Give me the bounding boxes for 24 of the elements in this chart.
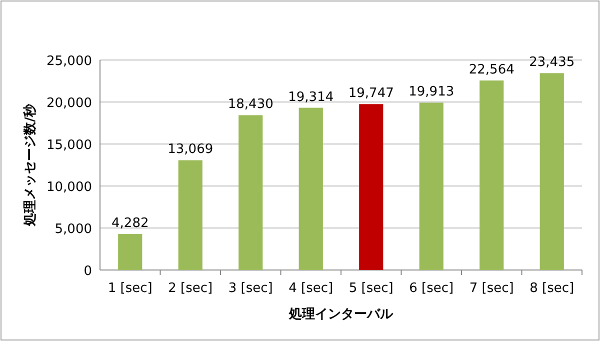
- y-tick-label: 0: [84, 264, 92, 279]
- data-label: 23,435: [529, 55, 575, 70]
- y-tick-label: 5,000: [54, 222, 92, 237]
- data-label: 13,069: [168, 142, 214, 158]
- data-label: 22,564: [468, 62, 514, 78]
- x-tick-label: 7 [sec]: [469, 281, 514, 296]
- y-tick-label: 25,000: [46, 54, 92, 69]
- y-tick-label: 15,000: [46, 138, 92, 153]
- data-label: 19,314: [288, 90, 334, 105]
- x-axis-title: 処理インターバル: [288, 307, 394, 322]
- x-tick-label: 1 [sec]: [108, 281, 152, 296]
- y-axis-title: 処理メッセージ数/秒: [23, 103, 38, 227]
- data-label: 18,430: [228, 97, 274, 112]
- y-tick-label: 10,000: [46, 180, 92, 195]
- x-tick-label: 5 [sec]: [348, 281, 394, 296]
- y-tick-label: 20,000: [46, 96, 92, 111]
- data-label: 4,282: [112, 216, 149, 232]
- x-tick-label: 4 [sec]: [288, 281, 334, 296]
- x-tick-label: 8 [sec]: [530, 281, 574, 296]
- data-label: 19,913: [408, 84, 454, 100]
- x-tick-label: 6 [sec]: [409, 281, 454, 296]
- x-tick-label: 2 [sec]: [168, 281, 213, 296]
- data-label: 19,747: [348, 86, 394, 102]
- x-tick-label: 3 [sec]: [228, 281, 273, 296]
